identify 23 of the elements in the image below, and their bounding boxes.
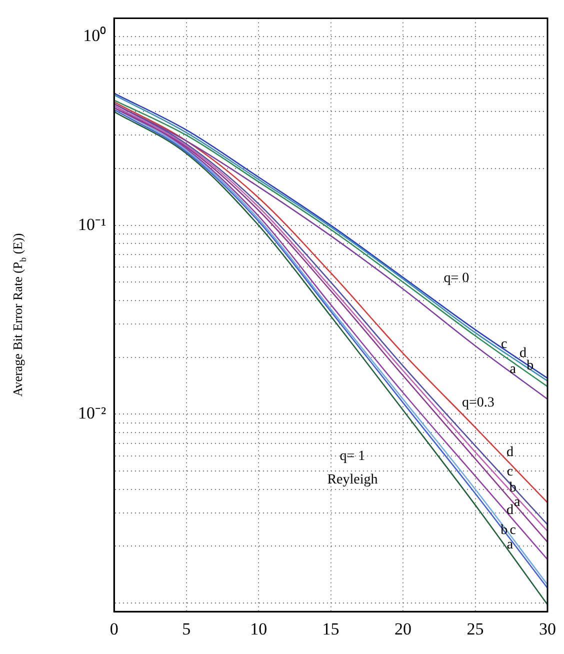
- annotation: d: [506, 503, 514, 518]
- annotation: a: [510, 362, 517, 377]
- y-tick-label: 10⁻¹: [78, 214, 106, 234]
- x-tick-label: 15: [322, 619, 340, 638]
- y-tick-label: 10⁻²: [78, 404, 106, 423]
- annotation: a: [506, 538, 514, 553]
- x-tick-label: 20: [394, 619, 412, 638]
- annotation: c: [510, 522, 516, 538]
- annotation: d: [506, 444, 514, 460]
- annotation: Reyleigh: [327, 472, 378, 488]
- annotation: q= 1: [340, 448, 366, 464]
- annotation: c: [506, 464, 514, 480]
- y-axis-title: Average Bit Error Rate (Pb (E)): [10, 233, 28, 397]
- annotation: q=0.3: [462, 396, 494, 411]
- x-tick-label: 0: [110, 619, 118, 638]
- annotation: q= 0: [444, 270, 470, 286]
- annotation: d: [519, 346, 526, 362]
- annotation: c: [501, 336, 508, 352]
- x-tick-label: 10: [250, 619, 268, 638]
- x-tick-label: 5: [182, 619, 191, 638]
- x-tick-label: 30: [539, 619, 556, 638]
- x-tick-label: 25: [466, 619, 484, 638]
- y-tick-label: 10⁰: [83, 26, 106, 45]
